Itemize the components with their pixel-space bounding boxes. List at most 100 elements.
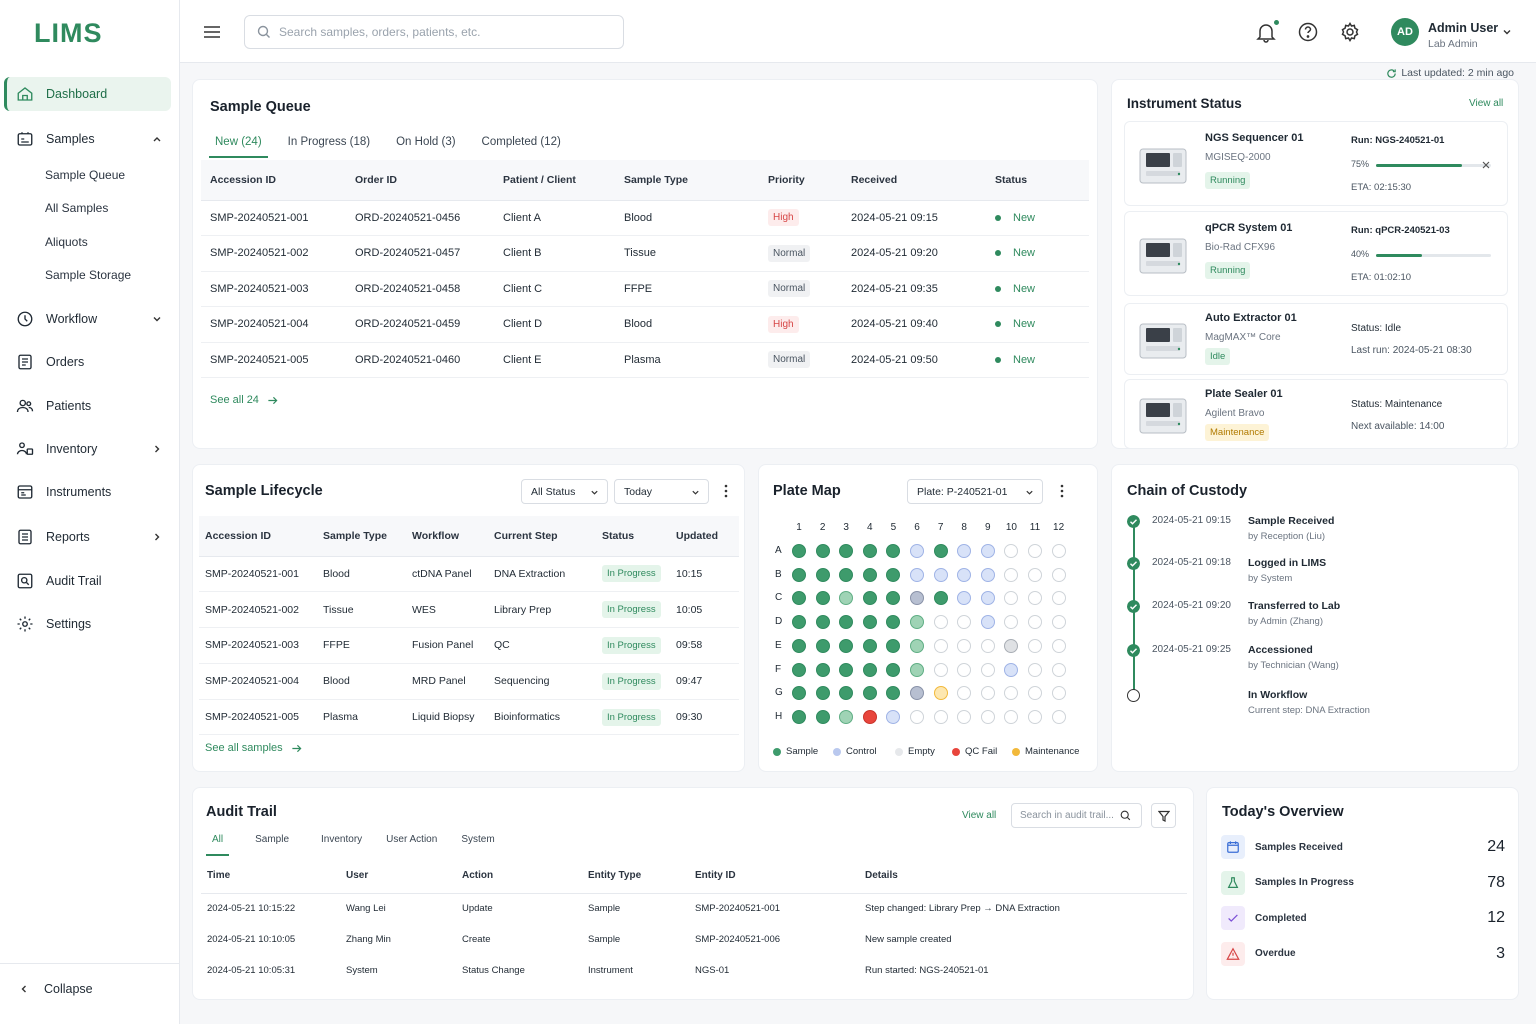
plate-well-sample[interactable] [862, 615, 877, 630]
plate-well-empty[interactable] [1028, 567, 1042, 582]
plate-well-sample[interactable] [886, 544, 901, 558]
plate-well-sample[interactable] [792, 662, 806, 677]
plate-well-control[interactable] [980, 567, 995, 582]
plate-well-empty[interactable] [933, 638, 948, 653]
plate-well-empty[interactable] [1004, 591, 1019, 606]
table-row[interactable]: SMP-20240521-004 ORD-20240521-0459 Client … [201, 306, 1089, 343]
menu-icon[interactable] [202, 22, 222, 42]
sidebar-item-samples[interactable]: Samples [4, 122, 171, 156]
sidebar-item-settings[interactable]: Settings [4, 607, 171, 641]
table-row[interactable]: SMP-20240521-003 FFPE Fusion Panel QC In Pro… [199, 627, 739, 664]
plate-well-empty[interactable] [1051, 615, 1066, 630]
plate-well-sample-light[interactable] [910, 662, 924, 677]
plate-well-empty-marked[interactable] [1004, 638, 1019, 653]
plate-well-sample-light[interactable] [910, 638, 924, 653]
filter-button[interactable] [1151, 803, 1176, 828]
chevron-down-icon[interactable] [1501, 26, 1513, 38]
sidebar-item-audit-trail[interactable]: Audit Trail [4, 564, 171, 598]
instrument-item[interactable]: qPCR System 01 Bio-Rad CFX96 Running Run: q… [1124, 211, 1508, 296]
plate-well-sample-light[interactable] [839, 591, 854, 606]
instrument-item[interactable]: NGS Sequencer 01 MGISEQ-2000 Running Run: N… [1124, 121, 1508, 206]
plate-well-empty[interactable] [1028, 662, 1042, 677]
help-icon[interactable] [1297, 21, 1319, 43]
plate-well-empty[interactable] [1004, 686, 1019, 701]
plate-well-sample-light[interactable] [910, 615, 924, 630]
plate-well-empty[interactable] [1028, 544, 1042, 558]
plate-well-sample[interactable] [792, 591, 806, 606]
plate-well-empty[interactable] [933, 615, 948, 630]
view-all-audit-link[interactable]: View all [962, 810, 997, 821]
plate-well-empty[interactable] [1028, 638, 1042, 653]
sidebar-item-inventory[interactable]: Inventory [4, 432, 171, 466]
plate-well-sample[interactable] [862, 591, 877, 606]
sidebar-subitem-all-samples[interactable]: All Samples [45, 201, 109, 215]
table-row[interactable]: SMP-20240521-003 ORD-20240521-0458 Client … [201, 271, 1089, 307]
plate-well-control-gray[interactable] [910, 591, 924, 606]
sidebar-item-dashboard[interactable]: Dashboard [4, 77, 171, 111]
plate-well-sample[interactable] [815, 567, 830, 582]
sidebar-item-reports[interactable]: Reports [4, 520, 171, 554]
plate-well-empty[interactable] [1004, 615, 1019, 630]
plate-well-maintenance[interactable] [933, 686, 948, 701]
tab-new[interactable]: New (24) [209, 136, 268, 158]
sidebar-item-workflow[interactable]: Workflow [4, 302, 171, 336]
plate-well-control[interactable] [886, 709, 901, 724]
plate-select[interactable]: Plate: P-240521-01 [907, 479, 1043, 504]
tab-inventory[interactable]: Inventory [321, 834, 363, 845]
tab-sample[interactable]: Sample [255, 834, 290, 845]
plate-well-sample[interactable] [886, 591, 901, 606]
plate-well-sample[interactable] [933, 544, 948, 558]
plate-well-sample[interactable] [839, 662, 854, 677]
plate-well-sample[interactable] [792, 686, 806, 701]
plate-well-sample[interactable] [815, 709, 830, 724]
settings-icon[interactable] [1339, 21, 1361, 43]
instrument-item[interactable]: Plate Sealer 01 Agilent Bravo Maintenance S… [1124, 379, 1508, 449]
overview-item[interactable]: Samples In Progress 78 [1221, 870, 1505, 895]
plate-well-sample[interactable] [886, 615, 901, 630]
plate-well-control[interactable] [910, 567, 924, 582]
plate-well-empty[interactable] [1051, 662, 1066, 677]
plate-well-control[interactable] [957, 544, 972, 558]
plate-well-control[interactable] [910, 544, 924, 558]
instrument-item[interactable]: Auto Extractor 01 MagMAX™ Core Idle Status:… [1124, 303, 1508, 375]
plate-well-empty[interactable] [957, 615, 972, 630]
plate-well-empty[interactable] [933, 709, 948, 724]
plate-well-sample[interactable] [792, 638, 806, 653]
table-row[interactable]: SMP-20240521-002 ORD-20240521-0457 Client … [201, 235, 1089, 272]
plate-well-control[interactable] [980, 544, 995, 558]
plate-well-sample[interactable] [815, 615, 830, 630]
plate-well-sample[interactable] [792, 709, 806, 724]
sidebar-item-orders[interactable]: Orders [4, 345, 171, 379]
plate-well-empty[interactable] [1028, 709, 1042, 724]
plate-well-sample[interactable] [839, 686, 854, 701]
table-row[interactable]: 2024-05-21 10:15:22 Wang Lei Update Sample S… [201, 893, 1187, 924]
sidebar-item-patients[interactable]: Patients [4, 389, 171, 423]
plate-well-sample-light[interactable] [839, 709, 854, 724]
plate-well-sample[interactable] [862, 544, 877, 558]
plate-well-empty[interactable] [957, 638, 972, 653]
plate-well-empty[interactable] [1051, 638, 1066, 653]
plate-well-sample[interactable] [862, 567, 877, 582]
search-input[interactable] [279, 25, 599, 39]
plate-well-sample[interactable] [886, 638, 901, 653]
plate-well-sample[interactable] [792, 544, 806, 558]
plate-well-sample[interactable] [886, 567, 901, 582]
overview-item[interactable]: Samples Received 24 [1221, 835, 1505, 859]
overview-item[interactable]: Overdue 3 [1221, 941, 1505, 966]
plate-well-control[interactable] [980, 591, 995, 606]
table-row[interactable]: SMP-20240521-002 Tissue WES Library Prep In … [199, 591, 739, 629]
plate-well-sample[interactable] [839, 615, 854, 630]
plate-well-empty[interactable] [957, 709, 972, 724]
plate-well-sample[interactable] [839, 567, 854, 582]
plate-well-sample[interactable] [839, 544, 854, 558]
table-row[interactable]: SMP-20240521-004 Blood MRD Panel Sequencing… [199, 663, 739, 700]
plate-well-sample[interactable] [839, 638, 854, 653]
plate-well-sample[interactable] [933, 591, 948, 606]
plate-well-empty[interactable] [1028, 591, 1042, 606]
table-row[interactable]: 2024-05-21 10:05:31 System Status Change In… [201, 955, 1187, 986]
plate-well-empty[interactable] [980, 638, 995, 653]
tab-on-hold[interactable]: On Hold (3) [396, 136, 456, 148]
plate-well-control[interactable] [1004, 662, 1019, 677]
table-row[interactable]: SMP-20240521-001 ORD-20240521-0456 Client … [201, 200, 1089, 236]
plate-well-sample[interactable] [862, 686, 877, 701]
